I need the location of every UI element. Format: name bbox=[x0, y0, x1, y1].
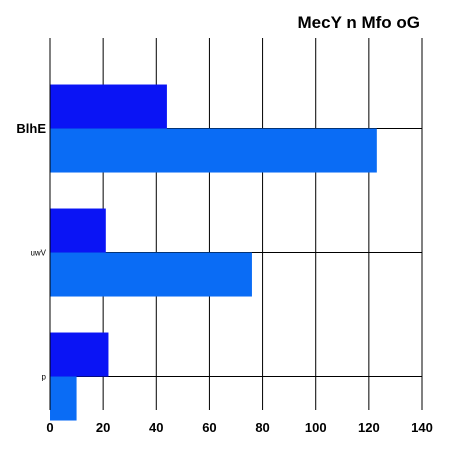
y-tick-label: uwV bbox=[30, 248, 46, 257]
bar-series-1-uwV bbox=[50, 208, 106, 253]
x-tick-label: 60 bbox=[202, 420, 216, 435]
bar-series-2-uwV bbox=[50, 252, 252, 297]
labels: 0 20 40 60 80 100 120 140 BlhE uwV p bbox=[16, 121, 432, 435]
y-tick-label: p bbox=[42, 372, 47, 381]
bars bbox=[50, 84, 377, 421]
x-tick-label: 0 bbox=[46, 420, 53, 435]
chart-title: MecY n Mfo oG bbox=[298, 13, 420, 32]
x-tick-label: 80 bbox=[255, 420, 269, 435]
x-tick-label: 100 bbox=[305, 420, 327, 435]
bar-series-1-p bbox=[50, 332, 109, 377]
bar-series-2-BlhE bbox=[50, 128, 377, 173]
bar-series-1-BlhE bbox=[50, 84, 167, 129]
x-tick-label: 140 bbox=[411, 420, 433, 435]
y-tick-label: BlhE bbox=[16, 121, 46, 136]
bar-series-2-p bbox=[50, 376, 77, 421]
x-tick-label: 120 bbox=[358, 420, 380, 435]
x-tick-label: 40 bbox=[149, 420, 163, 435]
x-tick-label: 20 bbox=[96, 420, 110, 435]
